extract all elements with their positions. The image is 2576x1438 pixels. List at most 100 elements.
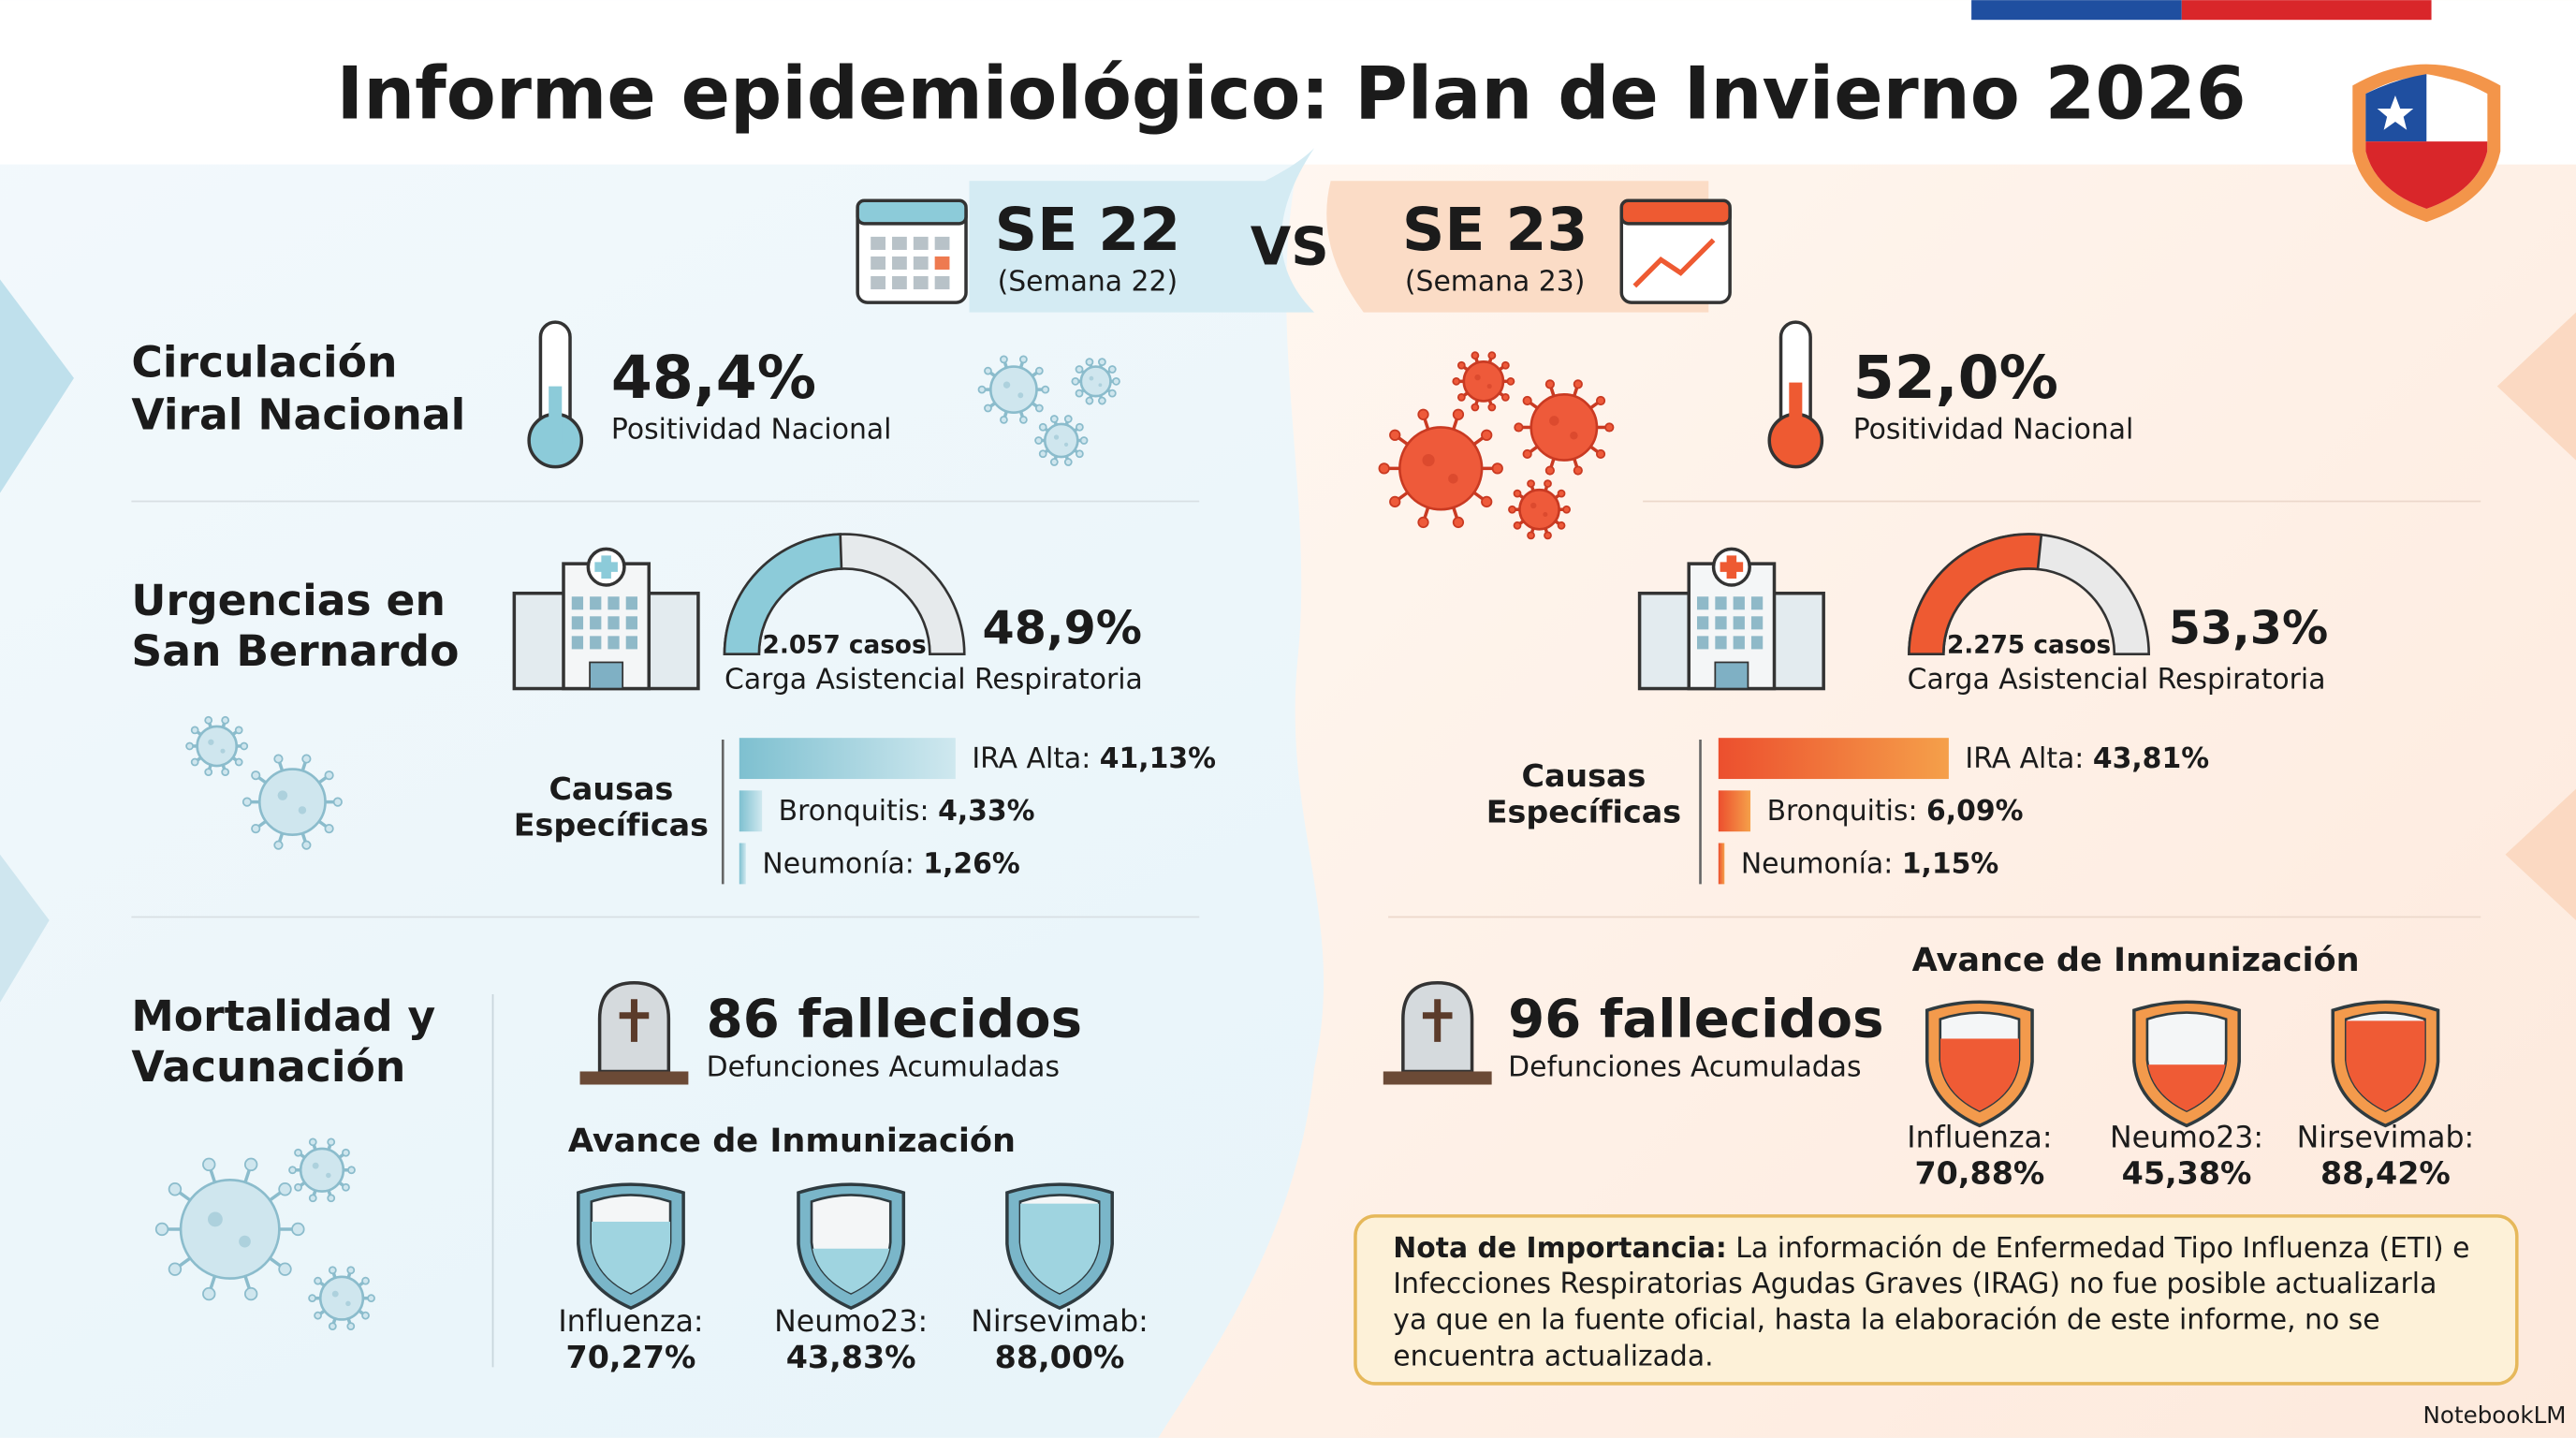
cause-value: 6,09% — [1926, 795, 2023, 828]
hospital-window — [571, 596, 584, 610]
hospital-window — [1697, 636, 1709, 650]
virus-tip — [288, 1166, 297, 1175]
cause-bar — [1718, 843, 1725, 885]
virus-tip — [1527, 479, 1535, 488]
virus-tip — [1452, 376, 1461, 386]
virus-body — [1043, 422, 1079, 459]
week-tag-right — [1326, 181, 1709, 313]
virus-tip — [1557, 489, 1566, 498]
hospital-window — [590, 616, 602, 630]
virus-tip — [361, 1276, 370, 1285]
virus-dot — [345, 1300, 351, 1307]
section-label: Vacunación — [131, 1042, 405, 1092]
hospital-window — [625, 616, 637, 630]
virus-dot — [208, 739, 214, 745]
virus-tip — [1604, 422, 1615, 433]
virus-tip — [1522, 448, 1532, 460]
virus-tip — [1098, 396, 1106, 405]
calendar-cell — [913, 236, 929, 250]
virus-tip — [1079, 436, 1089, 445]
vaccine-value: 70,27% — [566, 1339, 696, 1375]
virus-tip — [347, 1166, 356, 1175]
load-value: 53,3% — [2169, 601, 2328, 655]
virus-tip — [1041, 385, 1050, 394]
gauge-fill — [1908, 533, 2043, 655]
virus-tip — [977, 385, 987, 394]
virus-tip — [327, 1194, 336, 1203]
virus-tip — [1075, 389, 1084, 398]
decor — [2496, 312, 2576, 461]
virus-tip — [1076, 422, 1084, 432]
virus-icon — [154, 1157, 305, 1301]
virus-tip — [1573, 379, 1583, 389]
load-caption: Carga Asistencial Respiratoria — [724, 663, 1143, 696]
virus-body — [1518, 488, 1560, 531]
virus-tip — [1049, 415, 1059, 423]
virus-dot — [1474, 374, 1481, 381]
positivity-value: 48,4% — [611, 343, 816, 412]
virus-dot — [1003, 381, 1011, 389]
virus-tip — [327, 1137, 336, 1147]
virus-tip — [1389, 429, 1401, 441]
calendar-trend — [1632, 238, 1716, 288]
virus-tip — [221, 768, 230, 776]
week-subtitle: (Semana 23) — [1405, 266, 1586, 299]
virus-tip — [346, 1266, 356, 1275]
hospital-window — [1697, 616, 1709, 630]
cause-label: Bronquitis: 4,33% — [779, 795, 1035, 828]
virus-body — [1530, 393, 1599, 462]
hospital-cross — [1720, 555, 1744, 579]
cause-name: Neumonía: — [762, 847, 914, 880]
virus-dot — [1098, 383, 1103, 388]
virus-tip — [204, 715, 213, 725]
virus-tip — [294, 1182, 302, 1192]
hospital-door — [1714, 661, 1749, 690]
virus-tip — [273, 754, 284, 764]
virus-dot — [1017, 392, 1024, 399]
hospital-window — [1715, 596, 1727, 610]
virus-tip — [278, 1182, 292, 1196]
hospital-window — [1750, 596, 1764, 610]
virus-tip — [1112, 376, 1120, 386]
week-code: SE 23 — [1402, 195, 1588, 264]
virus-tip — [273, 840, 284, 850]
virus-dot — [239, 1235, 251, 1248]
causes-title: Causas — [549, 770, 673, 807]
virus-tip — [1513, 489, 1522, 498]
positivity-caption: Positividad Nacional — [611, 413, 892, 446]
virus-tip — [1452, 408, 1465, 420]
virus-dot — [1543, 511, 1548, 518]
virus-icon — [1071, 358, 1120, 405]
note-line: Infecciones Respiratorias Agudas Graves … — [1393, 1268, 2437, 1300]
virus-tip — [1034, 404, 1044, 413]
virus-tip — [1506, 376, 1515, 386]
virus-icon — [1508, 479, 1571, 540]
virus-tip — [1417, 516, 1429, 529]
virus-tip — [1456, 393, 1466, 402]
virus-tip — [202, 1157, 216, 1172]
virus-tip — [361, 1311, 370, 1320]
tombstone-cross — [619, 999, 650, 1042]
vaccine-name: Neumo23: — [2110, 1121, 2263, 1154]
vaccine-value: 45,38% — [2122, 1155, 2252, 1192]
calendar-cell — [934, 276, 950, 290]
virus-tip — [1514, 422, 1524, 433]
virus-tip — [1071, 376, 1080, 386]
deaths-caption: Defunciones Acumuladas — [707, 1050, 1060, 1083]
flag-strip-red — [2181, 0, 2432, 21]
virus-tip — [1500, 393, 1510, 402]
immunization-title: Avance de Inmunización — [568, 1122, 1016, 1160]
virus-body — [989, 365, 1038, 414]
virus-tip — [1085, 396, 1094, 405]
virus-tip — [1452, 516, 1465, 529]
virus-tip — [328, 1266, 337, 1275]
virus-tip — [1573, 465, 1583, 476]
cause-name: IRA Alta: — [1965, 741, 2084, 774]
virus-tip — [291, 1222, 305, 1237]
virus-tip — [1085, 358, 1094, 366]
virus-tip — [332, 797, 343, 807]
virus-tip — [1481, 495, 1493, 508]
virus-tip — [1049, 458, 1059, 466]
cause-label: Bronquitis: 6,09% — [1767, 795, 2024, 828]
